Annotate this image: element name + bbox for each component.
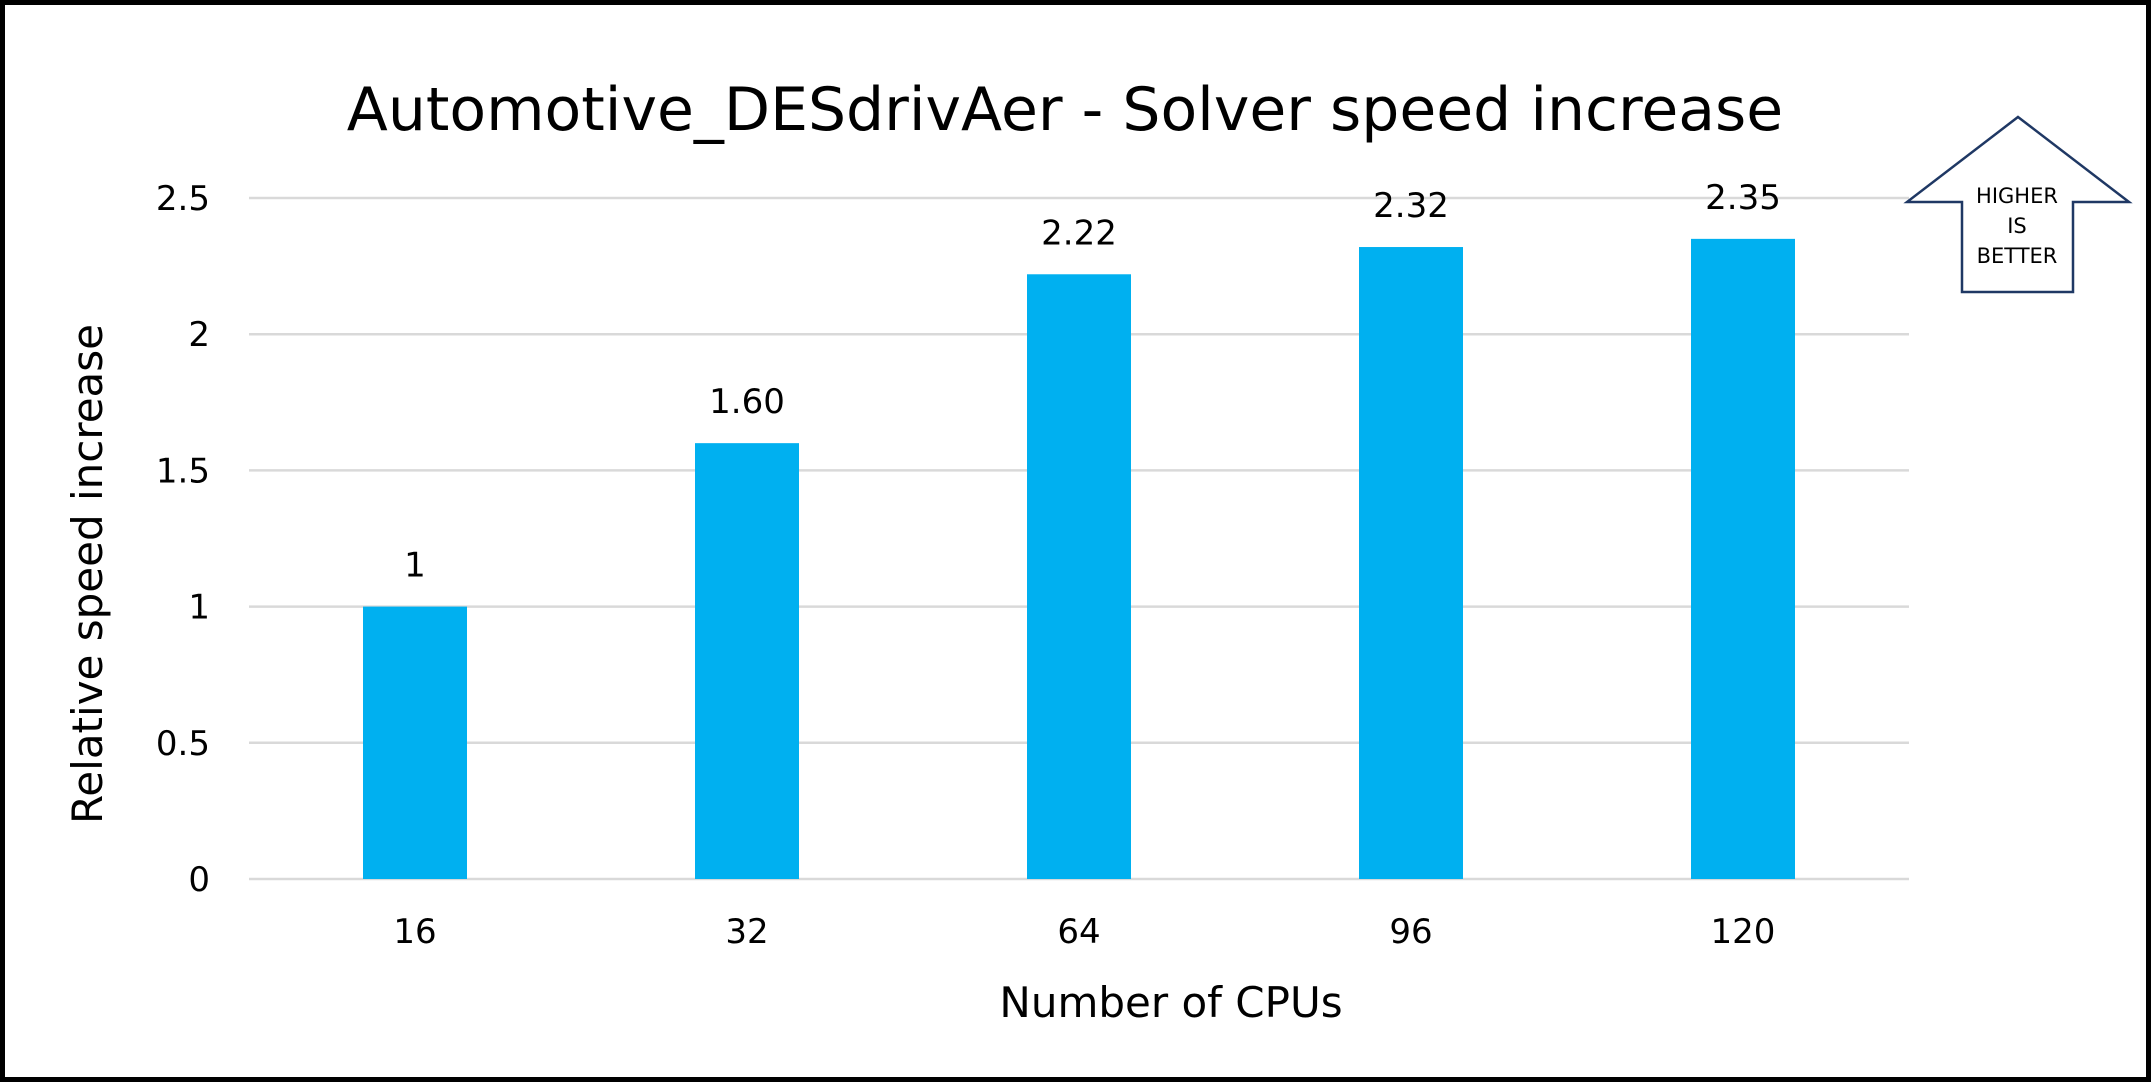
y-axis-tick-labels: 0 0.5 1 1.5 2 2.5 <box>156 179 210 900</box>
data-label-16: 1 <box>404 546 426 586</box>
x-tick-label: 96 <box>1389 912 1432 952</box>
y-tick-label: 1.5 <box>156 451 210 491</box>
data-label-32: 1.60 <box>709 382 785 422</box>
x-tick-label: 16 <box>393 912 436 952</box>
bar-96 <box>1359 247 1463 880</box>
data-label-96: 2.32 <box>1373 186 1449 226</box>
bar-chart: Automotive_DESdrivAer - Solver speed inc… <box>63 75 2133 1027</box>
badge-line-3: BETTER <box>1977 244 2058 268</box>
bar-16 <box>363 606 467 879</box>
higher-is-better-arrow-icon: HIGHER IS BETTER <box>1903 115 2133 294</box>
y-tick-label: 0.5 <box>156 724 210 764</box>
x-tick-label: 120 <box>1711 912 1776 952</box>
x-tick-label: 32 <box>725 912 768 952</box>
bar-120 <box>1691 238 1795 880</box>
bars <box>363 238 1795 880</box>
y-tick-label: 1 <box>188 588 210 628</box>
y-tick-label: 2 <box>188 315 210 355</box>
bar-64 <box>1027 274 1131 880</box>
up-arrow-shape <box>1903 115 2133 294</box>
x-axis-tick-labels: 16 32 64 96 120 <box>393 912 1775 952</box>
x-tick-label: 64 <box>1057 912 1100 952</box>
bar-data-labels: 1 1.60 2.22 2.32 2.35 <box>404 178 1781 586</box>
y-axis-title: Relative speed increase <box>63 324 112 824</box>
badge-line-1: HIGHER <box>1976 184 2058 208</box>
bar-32 <box>695 443 799 879</box>
badge-line-2: IS <box>2007 214 2027 238</box>
x-axis-title: Number of CPUs <box>999 978 1342 1027</box>
data-label-120: 2.35 <box>1705 178 1781 218</box>
y-tick-label: 0 <box>188 860 210 900</box>
chart-title: Automotive_DESdrivAer - Solver speed inc… <box>347 75 1783 145</box>
data-label-64: 2.22 <box>1041 213 1117 253</box>
y-tick-label: 2.5 <box>156 179 210 219</box>
